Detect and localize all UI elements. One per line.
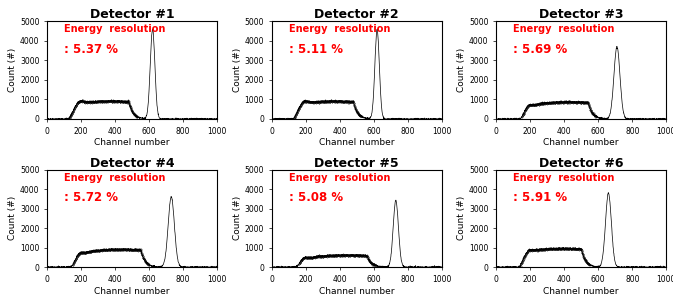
Title: Detector #3: Detector #3 <box>539 9 623 21</box>
Text: Energy  resolution: Energy resolution <box>513 173 614 183</box>
Text: : 5.69 %: : 5.69 % <box>513 43 567 56</box>
X-axis label: Channel number: Channel number <box>544 286 619 296</box>
Text: : 5.37 %: : 5.37 % <box>64 43 118 56</box>
X-axis label: Channel number: Channel number <box>319 286 394 296</box>
X-axis label: Channel number: Channel number <box>94 286 170 296</box>
Text: : 5.72 %: : 5.72 % <box>64 191 118 204</box>
Text: Energy  resolution: Energy resolution <box>289 173 390 183</box>
Text: : 5.08 %: : 5.08 % <box>289 191 343 204</box>
Text: Energy  resolution: Energy resolution <box>289 25 390 34</box>
X-axis label: Channel number: Channel number <box>94 138 170 147</box>
Text: Energy  resolution: Energy resolution <box>64 173 166 183</box>
Text: Energy  resolution: Energy resolution <box>64 25 166 34</box>
Y-axis label: Count (#): Count (#) <box>233 196 242 240</box>
Text: Energy  resolution: Energy resolution <box>513 25 614 34</box>
Title: Detector #4: Detector #4 <box>90 157 174 170</box>
X-axis label: Channel number: Channel number <box>544 138 619 147</box>
Text: : 5.91 %: : 5.91 % <box>513 191 567 204</box>
Y-axis label: Count (#): Count (#) <box>233 48 242 92</box>
Y-axis label: Count (#): Count (#) <box>8 196 17 240</box>
Y-axis label: Count (#): Count (#) <box>8 48 17 92</box>
Title: Detector #1: Detector #1 <box>90 9 174 21</box>
Title: Detector #5: Detector #5 <box>314 157 399 170</box>
Title: Detector #2: Detector #2 <box>314 9 399 21</box>
Y-axis label: Count (#): Count (#) <box>457 48 466 92</box>
Text: : 5.11 %: : 5.11 % <box>289 43 343 56</box>
Y-axis label: Count (#): Count (#) <box>457 196 466 240</box>
X-axis label: Channel number: Channel number <box>319 138 394 147</box>
Title: Detector #6: Detector #6 <box>539 157 623 170</box>
